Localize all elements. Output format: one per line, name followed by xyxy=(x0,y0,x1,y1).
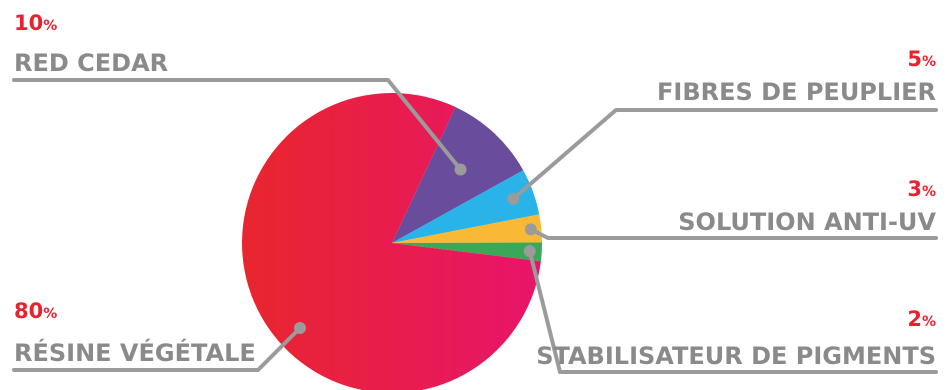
slice-label-resine-vegetale: RÉSINE VÉGÉTALE xyxy=(14,338,256,367)
slice-red-cedar xyxy=(392,107,524,243)
leader-fibres-de-peuplier xyxy=(511,108,938,201)
leader-solution-anti-uv-dot xyxy=(524,223,537,236)
leader-stabilisateur-de-pigments xyxy=(527,249,938,374)
value-label-stabilisateur-de-pigments: 2% xyxy=(907,307,936,331)
leader-fibres-de-peuplier-dot xyxy=(507,192,520,205)
slice-solution-anti-uv xyxy=(392,214,542,243)
slice-fibres-de-peuplier xyxy=(392,170,540,243)
slice-label-fibres-de-peuplier: FIBRES DE PEUPLIER xyxy=(657,78,936,106)
leader-stabilisateur-de-pigments-dot xyxy=(523,245,536,258)
slice-stabilisateur-de-pigments xyxy=(392,242,542,262)
leader-solution-anti-uv xyxy=(528,227,938,240)
value-label-fibres-de-peuplier: 5% xyxy=(907,47,936,71)
leader-resine-vegetale xyxy=(12,326,302,372)
leader-resine-vegetale-dot xyxy=(294,322,306,334)
slice-label-stabilisateur-de-pigments: STABILISATEUR DE PIGMENTS xyxy=(536,342,936,370)
slice-label-red-cedar: RED CEDAR xyxy=(14,49,168,77)
pie-slices xyxy=(242,93,542,390)
value-label-red-cedar: 10% xyxy=(14,11,57,35)
leader-red-cedar xyxy=(12,78,463,172)
leader-red-cedar-dot xyxy=(454,163,467,176)
leader-lines xyxy=(12,78,938,374)
value-label-solution-anti-uv: 3% xyxy=(907,177,936,201)
slice-label-solution-anti-uv: SOLUTION ANTI-UV xyxy=(678,208,936,236)
slice-resine-vegetale xyxy=(242,93,541,390)
value-label-resine-vegetale: 80% xyxy=(14,299,57,323)
